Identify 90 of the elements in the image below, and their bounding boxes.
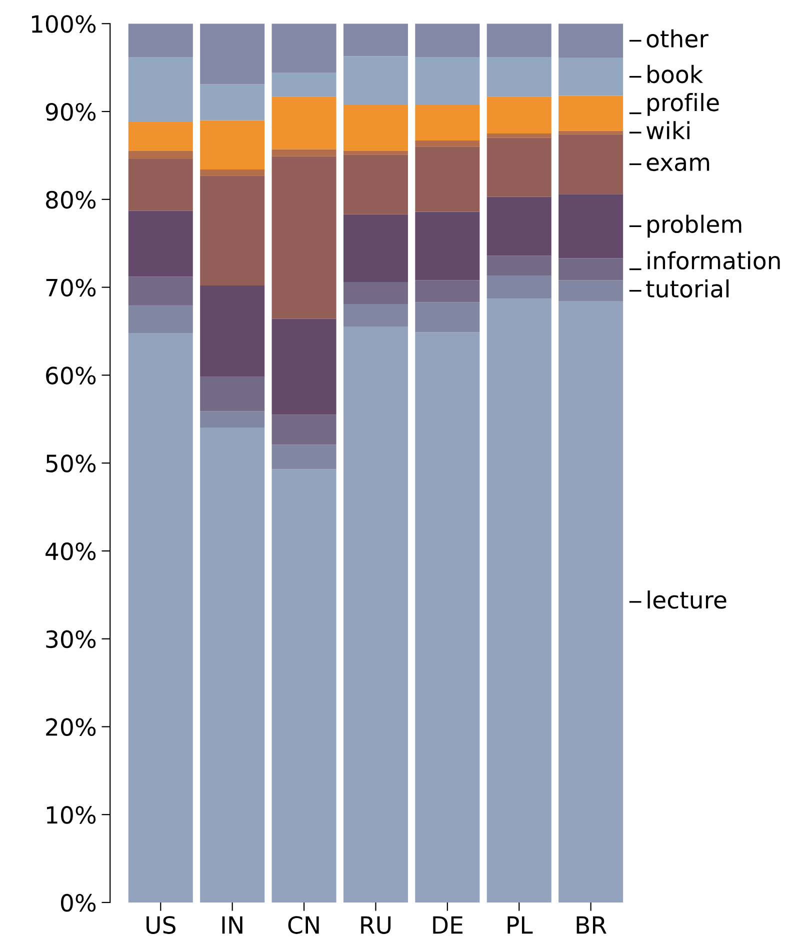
- bar: [558, 258, 624, 280]
- bar: [415, 57, 480, 104]
- bar: [272, 444, 336, 470]
- bar: [128, 24, 193, 58]
- bar: [128, 276, 193, 306]
- bar: [343, 304, 408, 327]
- bar: [200, 120, 265, 170]
- y-tick-label: 0%: [60, 894, 96, 912]
- y-tick-label: 60%: [46, 366, 96, 384]
- bar: [486, 96, 552, 134]
- bar: [128, 151, 193, 159]
- bar: [272, 72, 336, 97]
- bar: [558, 194, 624, 258]
- series-label: wiki: [646, 121, 690, 140]
- x-tick-label: US: [146, 916, 176, 934]
- y-tick-label: 30%: [46, 630, 96, 648]
- bar: [200, 411, 265, 428]
- bar: [558, 130, 624, 134]
- bar: [343, 24, 408, 56]
- bar: [486, 196, 552, 256]
- bar: [272, 149, 336, 156]
- series-label: other: [646, 29, 708, 48]
- bar: [200, 176, 265, 286]
- bar: [486, 276, 552, 299]
- x-tick-label: RU: [361, 916, 391, 934]
- x-tick-label: CN: [288, 916, 319, 934]
- x-tick-label: DE: [433, 916, 462, 934]
- bar: [343, 56, 408, 104]
- y-tick-label: 70%: [46, 278, 96, 297]
- bar: [128, 158, 193, 211]
- x-tick-label: BR: [576, 916, 606, 934]
- series-label: lecture: [648, 590, 726, 609]
- bar: [343, 154, 408, 214]
- bar: [558, 280, 624, 302]
- bar: [486, 138, 552, 197]
- bar: [486, 256, 552, 276]
- bar: [200, 24, 265, 84]
- bar: [272, 24, 336, 73]
- y-tick-label: 50%: [46, 454, 96, 472]
- bar: [128, 306, 193, 333]
- bar: [200, 170, 265, 176]
- bar: [558, 96, 624, 131]
- series-label: book: [648, 64, 703, 84]
- bar: [200, 428, 265, 902]
- bar: [558, 24, 624, 58]
- bar: [272, 469, 336, 902]
- series-label: profile: [648, 93, 719, 116]
- bar: [415, 302, 480, 332]
- bar: [486, 57, 552, 97]
- bar: [486, 133, 552, 138]
- x-tick-label: PL: [508, 916, 533, 934]
- bar: [558, 301, 624, 902]
- bar: [486, 24, 552, 58]
- bar: [486, 298, 552, 902]
- bar: [558, 134, 624, 194]
- y-tick-label: 20%: [46, 718, 96, 736]
- bar: [272, 318, 336, 415]
- series-label: exam: [646, 158, 710, 172]
- y-tick-label: 40%: [46, 542, 96, 560]
- bar: [272, 156, 336, 319]
- bar: [343, 282, 408, 304]
- bar: [272, 414, 336, 445]
- bar: [415, 24, 480, 58]
- bar: [415, 212, 480, 280]
- bar: [272, 96, 336, 150]
- bar: [558, 58, 624, 96]
- y-tick-label: 80%: [46, 190, 96, 209]
- bar: [343, 151, 408, 155]
- bar: [415, 146, 480, 212]
- bar: [200, 376, 265, 412]
- bar: [200, 286, 265, 377]
- bar: [128, 122, 193, 152]
- bar: [128, 57, 193, 122]
- bar: [128, 332, 193, 902]
- series-label: tutorial: [646, 279, 729, 298]
- bar: [343, 214, 408, 282]
- series-label: information: [648, 251, 780, 270]
- bar: [128, 210, 193, 277]
- bar: [415, 140, 480, 147]
- bar: [200, 84, 265, 120]
- x-tick-label: IN: [222, 916, 242, 934]
- bar: [415, 104, 480, 141]
- series-label: problem: [648, 214, 742, 238]
- bar: [343, 326, 408, 902]
- bar: [343, 104, 408, 152]
- y-tick-label: 100%: [32, 15, 96, 33]
- y-tick-label: 90%: [46, 102, 96, 121]
- bar: [415, 280, 480, 302]
- y-tick-label: 10%: [47, 806, 96, 824]
- bar: [415, 332, 480, 902]
